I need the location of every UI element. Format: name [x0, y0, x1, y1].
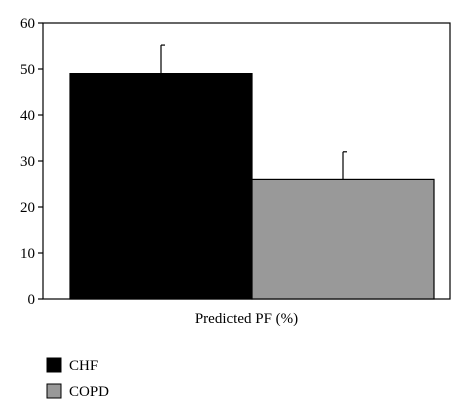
legend-label-chf: CHF	[69, 358, 98, 374]
y-tick-label-30: 30	[20, 154, 35, 170]
plot-area	[42, 22, 451, 300]
y-tick-label-60: 60	[20, 16, 35, 32]
legend-swatch-chf	[46, 357, 62, 373]
legend-swatch-copd	[46, 383, 62, 399]
y-tick-label-20: 20	[20, 200, 35, 216]
bar-copd	[251, 178, 435, 300]
y-axis: 0 10 20 30 40 50 60	[20, 16, 43, 308]
x-axis-label: Predicted PF (%)	[195, 311, 298, 327]
y-tick-label-0: 0	[28, 292, 36, 308]
legend: CHF COPD	[46, 357, 109, 400]
y-tick-label-10: 10	[20, 246, 35, 262]
bar-chf	[69, 72, 253, 300]
legend-label-copd: COPD	[69, 384, 109, 400]
y-tick-label-50: 50	[20, 62, 35, 78]
y-tick-label-40: 40	[20, 108, 35, 124]
